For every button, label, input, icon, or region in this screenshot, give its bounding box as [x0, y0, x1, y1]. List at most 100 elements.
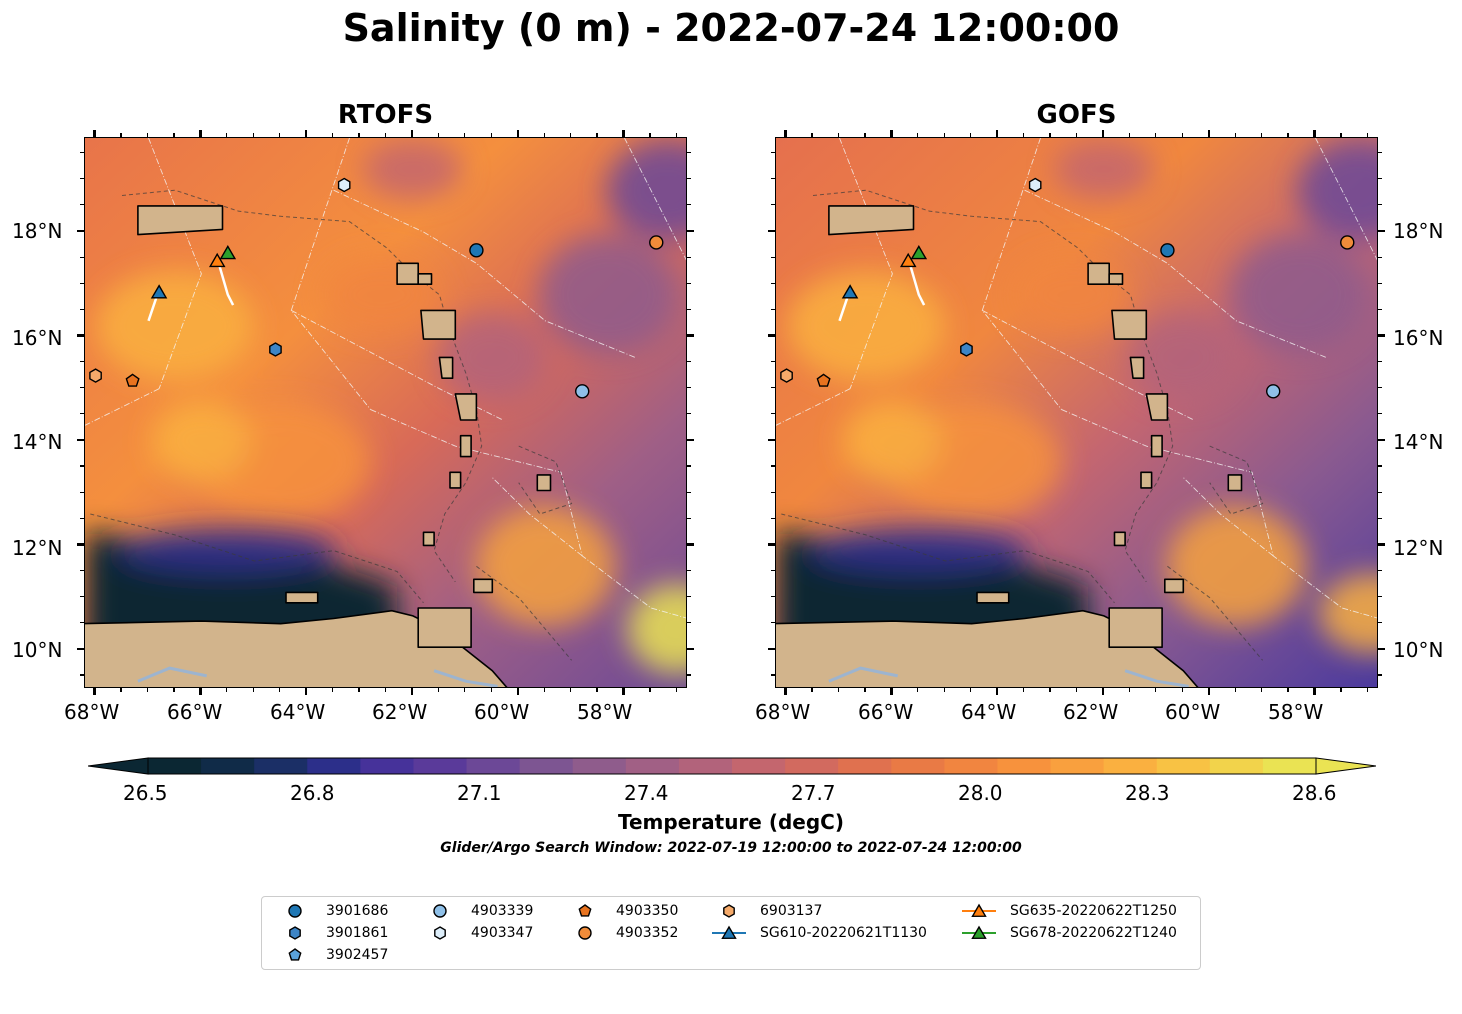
lon-tick-label: 68°W [755, 700, 811, 724]
lat-tick-label: 16°N [1393, 326, 1444, 350]
tick-mark [1023, 133, 1025, 137]
tick-mark [687, 438, 694, 442]
lat-tick-label: 16°N [12, 326, 63, 350]
tick-mark [252, 133, 254, 137]
gofs-map [775, 137, 1378, 688]
tick-mark [917, 688, 919, 692]
tick-mark [622, 688, 625, 695]
tick-mark [1340, 688, 1342, 692]
tick-mark [768, 647, 775, 651]
tick-mark [771, 622, 775, 624]
tick-mark [622, 130, 625, 137]
tick-mark [80, 256, 84, 258]
tick-mark [80, 282, 84, 284]
legend: 3901686 3901861 3902457 4903339 4903347 49033… [261, 896, 1201, 970]
tick-mark [687, 491, 691, 493]
tick-mark [516, 688, 519, 695]
pentagon-marker-icon [288, 948, 302, 961]
colorbar-tick-label: 27.7 [791, 781, 836, 805]
tick-mark [1378, 569, 1382, 572]
tick-mark [1023, 688, 1025, 692]
colorbar-label: Temperature (degC) [618, 810, 844, 834]
tick-mark [1378, 465, 1382, 467]
colorbar-tick-label: 28.0 [958, 781, 1003, 805]
lat-tick-label: 14°N [1393, 430, 1444, 454]
lon-tick-label: 64°W [961, 700, 1017, 724]
tick-mark [77, 647, 84, 651]
triangle-marker-icon [962, 903, 996, 918]
tick-mark [80, 491, 84, 493]
tick-mark [771, 178, 775, 180]
legend-label: 4903350 [616, 903, 679, 919]
legend-label: SG635-20220622T1250 [1010, 903, 1177, 919]
colorbar-tick-label: 28.3 [1125, 781, 1170, 805]
legend-label: 3902457 [326, 947, 389, 963]
tick-mark [173, 688, 175, 692]
tick-mark [358, 688, 360, 692]
tick-mark [1378, 334, 1385, 337]
tick-mark [80, 204, 84, 206]
tick-mark [1207, 688, 1210, 695]
tick-mark [687, 413, 691, 415]
colorbar-tick-label: 26.5 [123, 781, 168, 805]
tick-mark [1378, 229, 1385, 233]
tick-mark [93, 688, 96, 695]
tick-mark [80, 596, 84, 598]
lon-tick-label: 62°W [1063, 700, 1119, 724]
tick-mark [687, 387, 691, 389]
legend-label: 6903137 [760, 903, 823, 919]
tick-mark [543, 133, 545, 137]
tick-mark [146, 688, 149, 692]
tick-mark [1128, 133, 1130, 137]
tick-mark [943, 688, 945, 692]
tick-mark [811, 133, 813, 137]
tick-mark [649, 133, 651, 137]
tick-mark [1313, 688, 1316, 695]
lat-tick-label: 12°N [12, 536, 63, 560]
tick-mark [199, 688, 202, 695]
tick-mark [687, 256, 691, 258]
tick-mark [464, 688, 466, 692]
tick-mark [1287, 688, 1289, 692]
tick-mark [687, 569, 691, 572]
tick-mark [1378, 413, 1382, 415]
tick-mark [687, 622, 691, 624]
tick-mark [1378, 438, 1385, 442]
tick-mark [771, 413, 775, 415]
tick-mark [890, 130, 893, 137]
tick-mark [304, 688, 308, 695]
tick-mark [649, 688, 651, 692]
tick-mark [1378, 543, 1385, 546]
lat-tick-label: 12°N [1393, 536, 1444, 560]
tick-mark [173, 133, 175, 137]
tick-mark [596, 133, 598, 137]
lat-tick-label: 10°N [12, 638, 63, 662]
circle-marker-icon [578, 926, 592, 940]
tick-mark [1049, 688, 1051, 692]
tick-mark [1101, 688, 1105, 695]
tick-mark [768, 438, 775, 442]
tick-mark [1340, 133, 1342, 137]
tick-mark [1378, 204, 1382, 206]
tick-mark [304, 130, 308, 137]
tick-mark [1155, 688, 1157, 692]
tick-mark [1075, 688, 1078, 692]
tick-mark [77, 334, 84, 337]
lat-tick-label: 10°N [1393, 638, 1444, 662]
tick-mark [1234, 688, 1236, 692]
lat-tick-label: 14°N [12, 430, 63, 454]
tick-mark [784, 130, 787, 137]
tick-mark [570, 688, 572, 692]
lon-tick-label: 62°W [372, 700, 428, 724]
tick-mark [771, 517, 775, 519]
lon-tick-label: 66°W [167, 700, 223, 724]
tick-mark [1181, 133, 1183, 137]
legend-label: 4903347 [471, 925, 534, 941]
hexagon-marker-icon [434, 926, 446, 940]
tick-mark [970, 133, 972, 137]
figure-title: Salinity (0 m) - 2022-07-24 12:00:00 [342, 6, 1120, 50]
tick-mark [1101, 130, 1105, 137]
tick-mark [77, 543, 84, 546]
colorbar-tick-label: 28.6 [1292, 781, 1337, 805]
tick-mark [358, 133, 360, 137]
